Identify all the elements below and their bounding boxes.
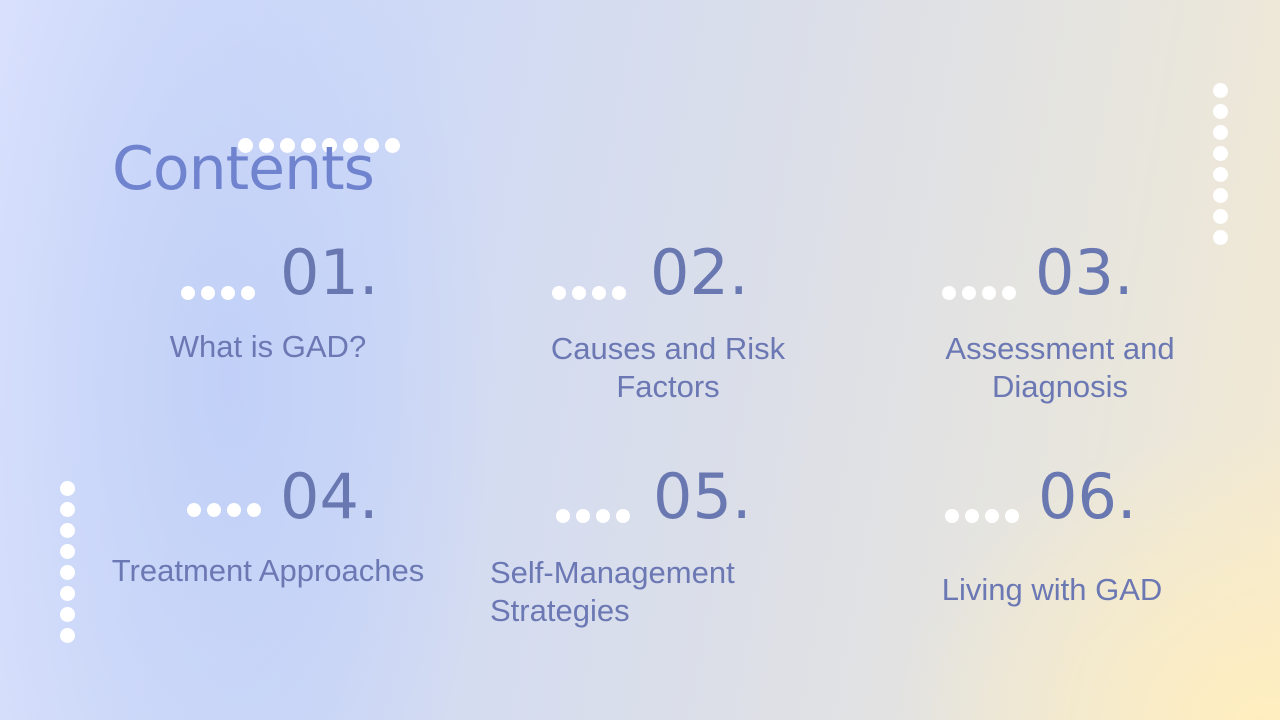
item-dots-decoration: [187, 503, 261, 517]
page-title: Contents: [112, 134, 375, 204]
item-label-06: Living with GAD: [941, 572, 1163, 607]
item-number-05: 05.: [653, 460, 752, 533]
item-label-04: Treatment Approaches: [111, 553, 425, 588]
title-dots-decoration: [238, 138, 400, 153]
item-dots-decoration: [556, 509, 630, 523]
item-dots-decoration: [945, 509, 1019, 523]
item-number-03: 03.: [1035, 236, 1134, 309]
item-label-01: What is GAD?: [169, 329, 367, 364]
item-number-06: 06.: [1038, 460, 1137, 533]
item-dots-decoration: [181, 286, 255, 300]
right-dots-decoration: [1213, 83, 1228, 245]
item-dots-decoration: [942, 286, 1016, 300]
item-label-05: Self-Management Strategies: [490, 555, 735, 628]
left-dots-decoration: [60, 481, 75, 643]
item-label-03: Assessment and Diagnosis: [945, 331, 1175, 404]
item-number-04: 04.: [280, 460, 379, 533]
item-number-01: 01.: [280, 236, 379, 309]
item-number-02: 02.: [650, 236, 749, 309]
item-label-02: Causes and Risk Factors: [550, 331, 786, 404]
item-dots-decoration: [552, 286, 626, 300]
